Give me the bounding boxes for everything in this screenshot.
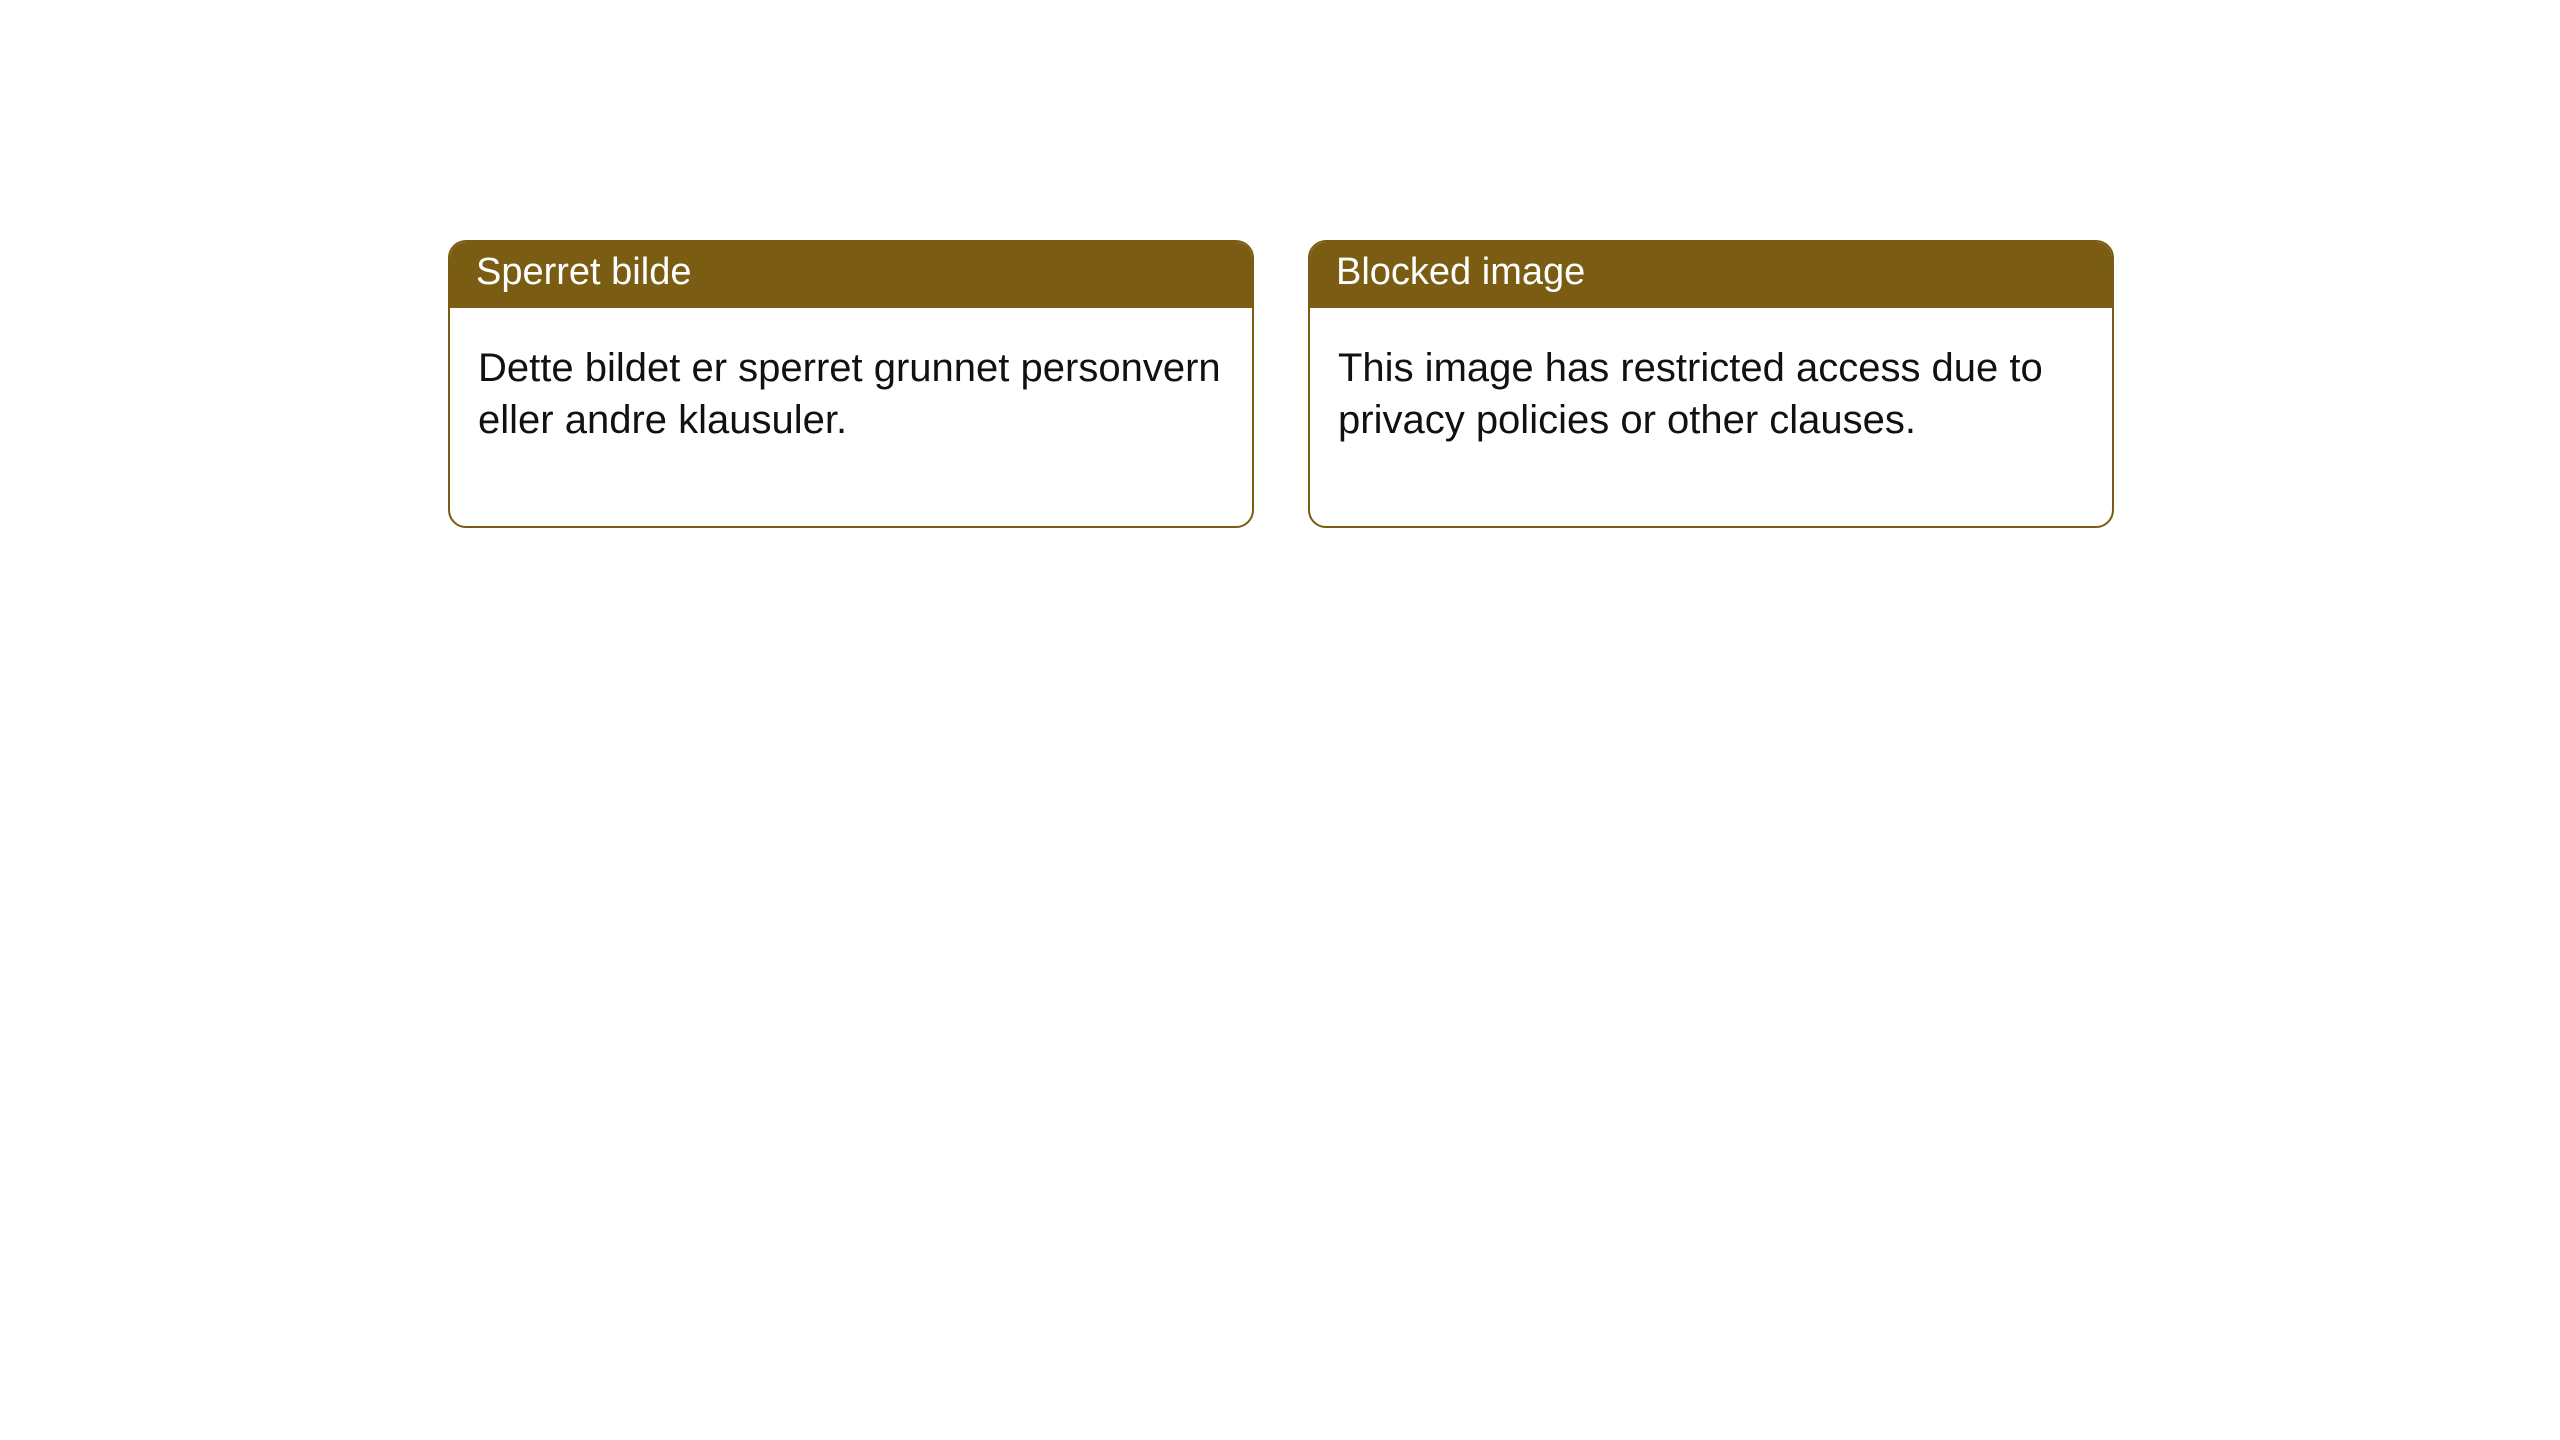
notice-message: This image has restricted access due to … <box>1338 346 2043 442</box>
notice-card-english: Blocked image This image has restricted … <box>1308 240 2114 528</box>
notice-container: Sperret bilde Dette bildet er sperret gr… <box>448 240 2114 528</box>
notice-header: Blocked image <box>1310 242 2112 308</box>
notice-body: Dette bildet er sperret grunnet personve… <box>450 308 1252 526</box>
notice-message: Dette bildet er sperret grunnet personve… <box>478 346 1221 442</box>
notice-header: Sperret bilde <box>450 242 1252 308</box>
notice-title: Sperret bilde <box>476 251 691 293</box>
notice-body: This image has restricted access due to … <box>1310 308 2112 526</box>
notice-card-norwegian: Sperret bilde Dette bildet er sperret gr… <box>448 240 1254 528</box>
notice-title: Blocked image <box>1336 251 1585 293</box>
